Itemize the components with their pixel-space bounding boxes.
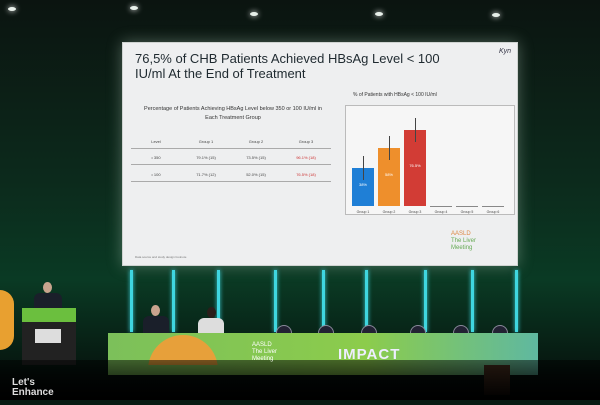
- slide-title: 76,5% of CHB Patients Achieved HBsAg Lev…: [135, 51, 440, 81]
- light-pillar: [217, 270, 220, 332]
- bar-chart: 38% Group 1 58% Group 2 76.5% Group 3 Group 4 G…: [345, 105, 515, 215]
- td: 79.1% (15): [196, 155, 216, 160]
- brand-line: The Liver: [252, 349, 278, 355]
- audience-silhouettes: [0, 360, 600, 400]
- podium-screen: [35, 329, 61, 343]
- ceiling-light: [375, 12, 383, 16]
- brand-line: AASLD: [451, 231, 471, 237]
- speaker-head: [43, 282, 52, 293]
- x-tick-label: Group 2: [382, 210, 396, 214]
- light-pillar: [130, 270, 133, 332]
- bar: [482, 205, 504, 206]
- error-bar: [389, 136, 390, 160]
- panelist: [198, 318, 224, 334]
- ceiling-light: [130, 6, 138, 10]
- bar-label: 76.5%: [409, 162, 421, 168]
- th: Group 3: [298, 139, 314, 144]
- footnote: Data source and study design footnote: [135, 255, 187, 259]
- light-pillar: [424, 270, 427, 332]
- table-header: Level Group 1 Group 2 Group 3: [131, 135, 331, 149]
- brand-line: Meeting: [252, 356, 274, 362]
- light-pillar: [471, 270, 474, 332]
- watermark: Let's Enhance: [12, 378, 54, 398]
- light-pillar: [365, 270, 368, 332]
- presentation-slide: 76,5% of CHB Patients Achieved HBsAg Lev…: [122, 42, 518, 266]
- td: 76.5% (18): [296, 172, 316, 177]
- brand-line: The Liver: [451, 238, 477, 244]
- panelist-head: [207, 307, 216, 318]
- bar-label: 38%: [358, 182, 367, 187]
- light-pillar: [322, 270, 325, 332]
- x-tick-label: Group 3: [408, 210, 422, 214]
- brand-line: Meeting: [451, 245, 473, 251]
- light-pillar: [515, 270, 518, 332]
- th: Group 1: [198, 139, 214, 144]
- table-row: • 100 71.7% (12) 52.0% (15) 76.5% (18): [131, 168, 331, 182]
- watermark-line: Let's: [12, 377, 35, 388]
- stage-light: [0, 290, 14, 350]
- bar-label: 58%: [384, 172, 393, 177]
- table-title: Percentage of Patients Achieving HBsAg L…: [144, 106, 322, 121]
- table-row: • 350 79.1% (15) 73.5% (15) 96.1% (18): [131, 151, 331, 165]
- th: Level: [151, 139, 161, 144]
- podium-top: [22, 308, 76, 322]
- td: 73.5% (15): [246, 155, 266, 160]
- light-pillar: [172, 270, 175, 332]
- ceiling-light: [250, 12, 258, 16]
- x-tick-label: Group 1: [356, 210, 370, 214]
- slide-logo: Kyn: [498, 48, 511, 55]
- panelist: [143, 316, 169, 334]
- bar: [352, 168, 374, 206]
- x-tick-label: Group 5: [460, 210, 474, 214]
- bar: [456, 205, 478, 206]
- desk-brand: AASLD The Liver Meeting: [252, 342, 277, 363]
- error-bar: [363, 156, 364, 180]
- bar: [378, 148, 400, 206]
- td: 52.0% (15): [246, 172, 266, 177]
- slide-brand-logo: AASLD The Liver Meeting: [451, 231, 476, 252]
- impact-sign: IMPACT: [338, 346, 401, 363]
- watermark-line: Enhance: [12, 387, 54, 398]
- light-pillar: [274, 270, 277, 332]
- x-tick-label: Group 4: [434, 210, 448, 214]
- ceiling-light: [8, 7, 16, 11]
- td: 71.7% (12): [196, 172, 216, 177]
- panelist-head: [151, 305, 160, 316]
- chart-title: % of Patients with HBsAg < 100 IU/ml: [353, 92, 437, 98]
- brand-line: AASLD: [252, 342, 272, 348]
- td: • 350: [151, 155, 161, 160]
- th: Group 2: [248, 139, 264, 144]
- x-tick-label: Group 6: [486, 210, 500, 214]
- bar: [404, 129, 426, 206]
- bar: [430, 205, 452, 206]
- td: 96.1% (18): [296, 155, 316, 160]
- td: • 100: [151, 172, 161, 177]
- ceiling-light: [492, 13, 500, 17]
- error-bar: [415, 117, 416, 142]
